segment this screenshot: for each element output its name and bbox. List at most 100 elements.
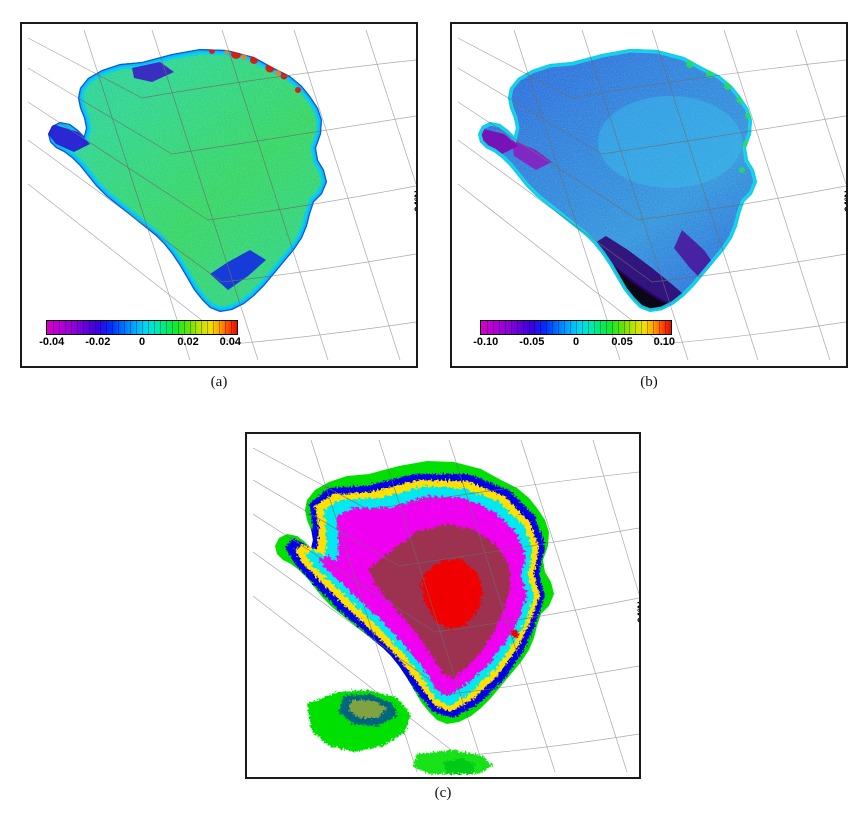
colorbar-b-label-4: 0.10 xyxy=(653,336,676,348)
colorbar-b-labels: -0.10 -0.05 0 0.05 0.10 xyxy=(473,336,676,351)
colorbar-segment-divider xyxy=(546,321,548,334)
colorbar-segment-divider xyxy=(605,321,607,334)
colorbar-b-label-2: 0 xyxy=(572,336,580,348)
tick-left-a-1: 72°N xyxy=(20,259,25,282)
tick-right-c-0: 64°N xyxy=(636,601,641,623)
tick-left-c-0: 80°N xyxy=(245,543,250,566)
colorbar-segment-divider xyxy=(635,321,637,334)
colorbar-a-gradient xyxy=(46,320,238,335)
colorbar-segment-divider xyxy=(593,321,595,334)
greenland-map-b xyxy=(457,29,846,361)
colorbar-a-label-1: -0.02 xyxy=(85,336,111,348)
colorbar-segment-divider xyxy=(112,321,114,334)
colorbar-segment-divider xyxy=(64,321,66,334)
colorbar-a-labels: -0.04 -0.02 0 0.02 0.04 xyxy=(39,336,242,351)
colorbar-segment-divider xyxy=(171,321,173,334)
colorbar-segment-divider xyxy=(552,321,554,334)
tick-left-c-1: 72°N xyxy=(245,670,250,693)
panel-b: -0.10 -0.05 0 0.05 0.10 32°W 24°W 16°W 8… xyxy=(450,22,848,390)
colorbar-b: -0.10 -0.05 0 0.05 0.10 xyxy=(473,320,676,351)
colorbar-segment-divider xyxy=(486,321,488,334)
colorbar-segment-divider xyxy=(100,321,102,334)
colorbar-segment-divider xyxy=(581,321,583,334)
map-canvas-c xyxy=(247,434,639,777)
colorbar-segment-divider xyxy=(510,321,512,334)
map-frame-b: -0.10 -0.05 0 0.05 0.10 32°W 24°W 16°W 8… xyxy=(450,22,848,368)
colorbar-segment-divider xyxy=(641,321,643,334)
colorbar-segment-divider xyxy=(207,321,209,334)
colorbar-segment-divider xyxy=(124,321,126,334)
colorbar-b-label-3: 0.05 xyxy=(611,336,633,348)
colorbar-b-ramp xyxy=(481,321,671,334)
colorbar-b-label-1: -0.05 xyxy=(519,336,545,348)
colorbar-a-label-0: -0.04 xyxy=(39,336,65,348)
colorbar-segment-divider xyxy=(195,321,197,334)
colorbar-b-segments xyxy=(481,321,671,334)
colorbar-a-label-3: 0.02 xyxy=(177,336,199,348)
colorbar-segment-divider xyxy=(213,321,215,334)
colorbar-segment-divider xyxy=(587,321,589,334)
colorbar-segment-divider xyxy=(653,321,655,334)
colorbar-segment-divider xyxy=(665,321,667,334)
colorbar-segment-divider xyxy=(52,321,54,334)
tick-right-a-0: 64°N xyxy=(413,190,418,213)
colorbar-segment-divider xyxy=(136,321,138,334)
colorbar-segment-divider xyxy=(659,321,661,334)
colorbar-segment-divider xyxy=(189,321,191,334)
colorbar-segment-divider xyxy=(94,321,96,334)
colorbar-segment-divider xyxy=(225,321,227,334)
colorbar-segment-divider xyxy=(516,321,518,334)
colorbar-segment-divider xyxy=(88,321,90,334)
colorbar-segment-divider xyxy=(118,321,120,334)
colorbar-a-segments xyxy=(47,321,237,334)
colorbar-segment-divider xyxy=(177,321,179,334)
colorbar-segment-divider xyxy=(201,321,203,334)
colorbar-segment-divider xyxy=(142,321,143,334)
colorbar-segment-divider xyxy=(522,321,524,334)
panel-a-caption: (a) xyxy=(210,374,228,390)
colorbar-segment-divider xyxy=(558,321,560,334)
colorbar-segment-divider xyxy=(629,321,631,334)
tick-left-a-0: 80°N xyxy=(20,133,25,155)
greenland-map-c xyxy=(252,439,639,774)
map-canvas-b xyxy=(452,24,846,366)
colorbar-segment-divider xyxy=(130,321,132,334)
colorbar-b-gradient xyxy=(480,320,672,335)
colorbar-segment-divider xyxy=(70,321,72,334)
colorbar-segment-divider xyxy=(183,321,185,334)
colorbar-segment-divider xyxy=(106,321,108,334)
colorbar-segment-divider xyxy=(498,321,500,334)
colorbar-segment-divider xyxy=(492,321,494,334)
tick-left-b-1: 72°N xyxy=(450,259,455,282)
panel-a: -0.04 -0.02 0 0.02 0.04 32°W 24°W 16°W 8… xyxy=(20,22,418,390)
colorbar-a-label-4: 0.04 xyxy=(219,336,242,348)
colorbar-segment-divider xyxy=(564,321,566,334)
panel-c: 24°W 16°W 8°W 0°E 80°W 72°W 64°W 56°W 48… xyxy=(245,432,641,801)
greenland-map-a xyxy=(27,29,416,361)
map-frame-a: -0.04 -0.02 0 0.02 0.04 32°W 24°W 16°W 8… xyxy=(20,22,418,368)
colorbar-segment-divider xyxy=(76,321,78,334)
colorbar-segment-divider xyxy=(153,321,155,334)
colorbar-segment-divider xyxy=(58,321,60,334)
colorbar-segment-divider xyxy=(219,321,221,334)
tick-right-b-0: 64°N xyxy=(843,190,848,213)
map-canvas-a xyxy=(22,24,416,366)
map-frame-c: 24°W 16°W 8°W 0°E 80°W 72°W 64°W 56°W 48… xyxy=(245,432,641,779)
colorbar-segment-divider xyxy=(611,321,613,334)
colorbar-segment-divider xyxy=(599,321,601,334)
colorbar-segment-divider xyxy=(617,321,619,334)
colorbar-segment-divider xyxy=(647,321,649,334)
colorbar-segment-divider xyxy=(147,321,149,334)
tick-left-b-0: 80°N xyxy=(450,133,455,155)
colorbar-a-label-2: 0 xyxy=(138,336,146,348)
colorbar-b-label-0: -0.10 xyxy=(473,336,499,348)
colorbar-segment-divider xyxy=(159,321,161,334)
panel-c-caption: (c) xyxy=(434,785,452,801)
colorbar-segment-divider xyxy=(534,321,536,334)
colorbar-segment-divider xyxy=(623,321,625,334)
colorbar-segment-divider xyxy=(504,321,506,334)
colorbar-a: -0.04 -0.02 0 0.02 0.04 xyxy=(39,320,242,351)
colorbar-segment-divider xyxy=(82,321,84,334)
colorbar-segment-divider xyxy=(528,321,530,334)
